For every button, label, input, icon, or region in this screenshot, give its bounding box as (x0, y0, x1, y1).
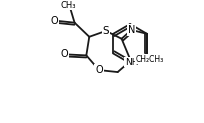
Text: CH₂CH₃: CH₂CH₃ (135, 55, 164, 64)
Text: O: O (95, 65, 103, 75)
Text: N: N (128, 25, 135, 35)
Text: CH₃: CH₃ (61, 0, 76, 10)
Text: S: S (103, 26, 109, 36)
Text: O: O (61, 49, 69, 59)
Text: NH: NH (125, 58, 138, 67)
Text: O: O (50, 16, 58, 26)
